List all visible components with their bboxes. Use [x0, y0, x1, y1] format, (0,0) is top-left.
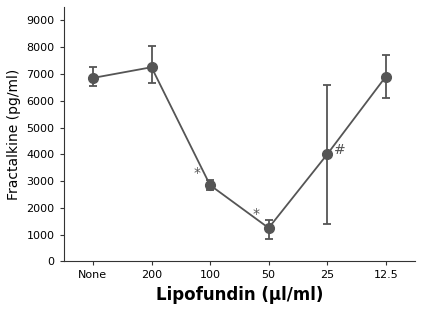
Text: *: *: [194, 166, 201, 180]
Point: [89, 76, 96, 81]
Text: *: *: [252, 207, 259, 221]
Point: [324, 152, 330, 157]
Point: [207, 183, 214, 188]
Point: [382, 74, 389, 79]
Text: #: #: [334, 143, 346, 157]
X-axis label: Lipofundin (µl/ml): Lipofundin (µl/ml): [156, 286, 323, 304]
Point: [148, 65, 155, 70]
Point: [265, 225, 272, 230]
Y-axis label: Fractalkine (pg/ml): Fractalkine (pg/ml): [7, 69, 21, 200]
